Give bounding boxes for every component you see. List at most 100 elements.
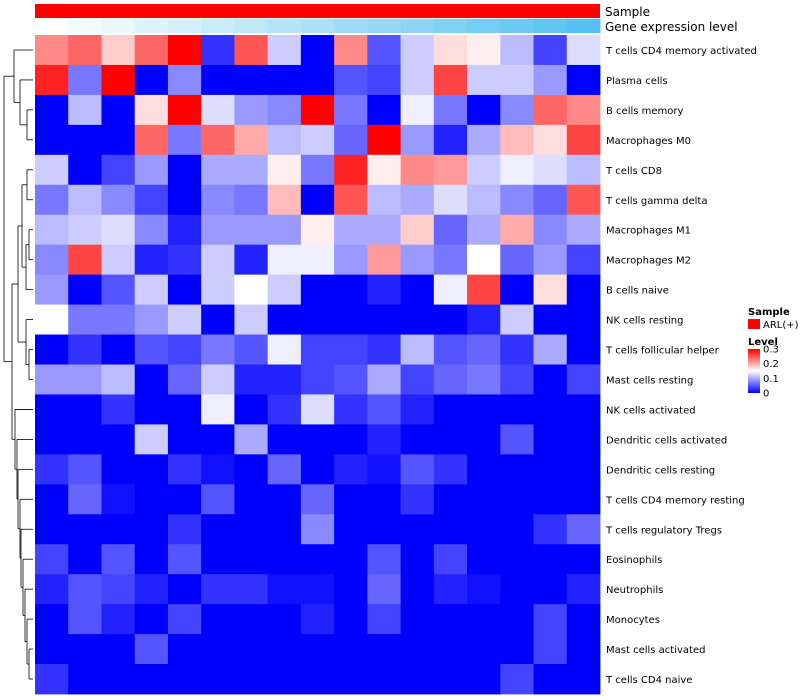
heatmap-cell [433,394,468,425]
heatmap-cell [68,664,102,695]
heatmap-cell [101,514,136,545]
heatmap-cell [300,364,335,395]
annotation-expression-cell [533,19,568,33]
heatmap-cell [201,484,235,515]
heatmap-cell [35,634,69,665]
heatmap-cell [400,364,435,395]
heatmap-cell [101,184,136,216]
heatmap-cell [68,124,102,156]
heatmap-cell [334,214,368,246]
heatmap-cell [35,214,69,246]
heatmap-cell [101,35,136,66]
heatmap-cell [234,454,269,485]
heatmap-cell [35,274,69,305]
heatmap-cell [500,634,534,665]
heatmap-cell [300,274,335,305]
heatmap-cell [367,424,401,455]
heatmap-cell [467,334,501,365]
heatmap-cell [367,244,401,276]
heatmap-cell [400,244,435,276]
heatmap-cell [101,94,136,126]
heatmap-cell [134,664,169,695]
heatmap-cell [566,214,601,246]
heatmap-cell [134,634,169,665]
heatmap-cell [367,364,401,395]
heatmap-cells [35,35,601,695]
heatmap-cell [267,424,302,455]
heatmap-cell [400,514,435,545]
heatmap-cell [101,214,136,246]
heatmap-cell [467,484,501,515]
heatmap-cell [68,544,102,575]
heatmap-cell [201,424,235,455]
heatmap-cell [267,184,302,216]
heatmap-cell [334,604,368,635]
heatmap-cell [500,664,534,695]
heatmap-cell [300,544,335,575]
heatmap-cell [334,94,368,126]
heatmap-cell [334,484,368,515]
heatmap-cell [500,424,534,455]
heatmap-cell [400,634,435,665]
row-label: Eosinophils [606,555,662,566]
heatmap-cell [433,424,468,455]
heatmap-cell [201,364,235,395]
heatmap-cell [433,214,468,246]
heatmap-cell [35,64,69,96]
heatmap-cell [201,304,235,335]
row-label: Plasma cells [606,76,668,87]
heatmap-cell [300,184,335,216]
heatmap-cell [533,634,568,665]
heatmap-cell [500,394,534,425]
annotation-expression-cell [134,19,169,33]
heatmap-cell [267,604,302,635]
heatmap-cell [201,334,235,365]
heatmap-cell [35,304,69,335]
heatmap-cell [35,244,69,276]
heatmap-cell [400,274,435,305]
row-label: Monocytes [606,615,660,626]
heatmap-cell [68,574,102,605]
heatmap-cell [300,124,335,156]
heatmap-cell [500,35,534,66]
heatmap-cell [367,514,401,545]
annotation-expression-cell [68,19,102,33]
heatmap-cell [566,244,601,276]
row-dendrogram [3,49,33,680]
heatmap-cell [201,544,235,575]
heatmap-cell [467,124,501,156]
heatmap-cell [68,94,102,126]
annotation-expression-cell [400,19,435,33]
heatmap-cell [234,304,269,335]
heatmap-cell [367,94,401,126]
heatmap-cell [467,604,501,635]
row-label: T cells CD4 naive [605,675,692,686]
heatmap-cell [500,64,534,96]
heatmap-cell [500,334,534,365]
heatmap-cell [134,514,169,545]
heatmap-cell [367,334,401,365]
row-labels: T cells CD4 memory activated Plasma cells… [605,46,757,686]
heatmap-cell [367,304,401,335]
row-label: NK cells activated [606,405,696,416]
heatmap-cell [433,94,468,126]
heatmap-cell [201,35,235,66]
heatmap-cell [201,214,235,246]
heatmap-cell [167,574,202,605]
heatmap-cell [167,394,202,425]
heatmap-cell [267,124,302,156]
heatmap-cell [533,184,568,216]
heatmap-cell [566,604,601,635]
legend-level-title: Level [748,337,778,348]
heatmap-cell [533,244,568,276]
heatmap-cell [101,244,136,276]
heatmap-cell [400,35,435,66]
heatmap-cell [566,454,601,485]
heatmap-cell [68,154,102,186]
heatmap-cell [367,664,401,695]
heatmap-cell [334,124,368,156]
heatmap-cell [566,304,601,335]
heatmap-cell [300,214,335,246]
heatmap-cell [234,214,269,246]
heatmap-cell [167,424,202,455]
